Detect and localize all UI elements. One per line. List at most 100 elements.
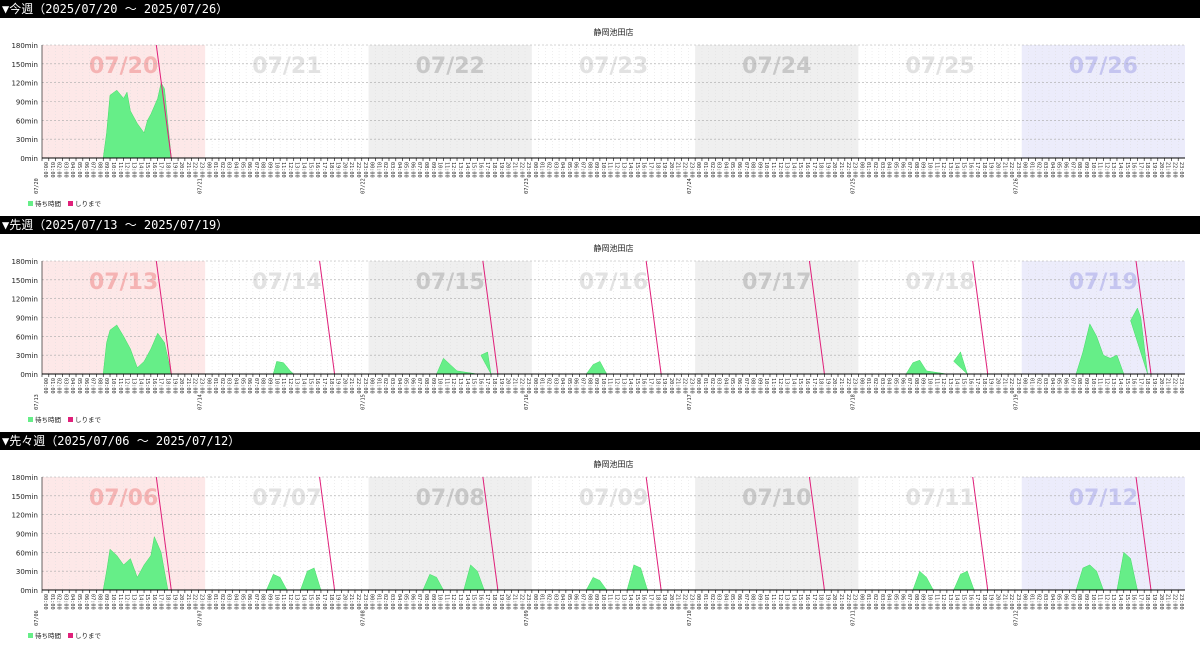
x-tick-label: 20:00 [1158,378,1164,394]
x-tick-label: 19:00 [1151,378,1157,394]
x-tick-label: 17:00 [811,378,817,394]
x-date-label: 07/20 [34,178,40,194]
x-tick-label: 20:00 [505,378,511,394]
x-tick-label: 12:00 [940,378,946,394]
x-tick-label: 18:00 [654,594,660,610]
x-tick-label: 01:00 [865,594,871,610]
x-tick-label: 23:00 [362,594,368,610]
x-tick-label: 13:00 [947,378,953,394]
x-tick-label: 22:00 [845,594,851,610]
x-tick-label: 21:00 [838,594,844,610]
x-tick-label: 03:00 [552,378,558,394]
x-tick-label: 18:00 [328,162,334,178]
x-tick-label: 02:00 [709,594,715,610]
x-date-label: 07/19 [1014,394,1020,410]
x-date-label: 07/08 [361,610,367,626]
x-tick-label: 19:00 [171,162,177,178]
x-tick-label: 14:00 [1117,378,1123,394]
x-tick-label: 03:00 [62,162,68,178]
x-tick-label: 08:00 [913,594,919,610]
x-date-label: 07/15 [361,394,367,410]
y-tick-label: 60min [16,333,38,341]
last-order-line [155,260,172,375]
x-tick-label: 04:00 [722,162,728,178]
x-tick-label: 17:00 [811,162,817,178]
x-tick-label: 03:00 [389,594,395,610]
last-order-line [1135,476,1152,591]
x-tick-label: 19:00 [988,162,994,178]
x-tick-label: 21:00 [1165,594,1171,610]
x-tick-label: 17:00 [1137,378,1143,394]
legend-label-wait-time: 待ち時間 [35,631,61,640]
wait-time-area [102,81,172,159]
x-tick-label: 15:00 [144,594,150,610]
x-tick-label: 13:00 [1110,162,1116,178]
x-date-label: 07/16 [524,394,530,410]
x-tick-label: 21:00 [675,594,681,610]
x-tick-label: 09:00 [756,162,762,178]
x-tick-label: 00:00 [532,162,538,178]
x-tick-label: 06:00 [1063,378,1069,394]
x-tick-label: 06:00 [409,378,415,394]
x-tick-label: 23:00 [1015,162,1021,178]
x-tick-label: 19:00 [335,594,341,610]
x-tick-label: 19:00 [1151,594,1157,610]
x-tick-label: 22:00 [1171,594,1177,610]
x-tick-label: 00:00 [205,594,211,610]
x-tick-label: 00:00 [369,162,375,178]
x-tick-label: 06:00 [573,378,579,394]
y-tick-label: 0min [20,371,38,379]
x-tick-label: 10:00 [600,378,606,394]
last-order-line [482,260,499,375]
x-tick-label: 03:00 [716,162,722,178]
x-tick-label: 07:00 [579,594,585,610]
x-date-label: 07/22 [361,178,367,194]
x-tick-label: 15:00 [797,594,803,610]
x-tick-label: 04:00 [722,378,728,394]
x-tick-label: 05:00 [729,594,735,610]
x-tick-label: 18:00 [164,162,170,178]
x-tick-label: 05:00 [729,162,735,178]
x-tick-label: 16:00 [641,378,647,394]
last-order-line [482,476,499,591]
x-tick-label: 07:00 [1069,162,1075,178]
x-tick-label: 09:00 [1083,594,1089,610]
x-tick-label: 19:00 [335,162,341,178]
wait-time-chart: 07/13 07/14 07/15 07/16 07/17 07/18 07/19 0min 3… [11,243,1185,424]
x-tick-label: 10:00 [1090,378,1096,394]
x-tick-label: 09:00 [920,378,926,394]
x-tick-label: 07:00 [253,162,259,178]
x-tick-label: 05:00 [1056,162,1062,178]
x-tick-label: 23:00 [362,378,368,394]
x-date-label: 07/21 [197,178,203,194]
x-tick-label: 16:00 [477,162,483,178]
x-tick-label: 14:00 [627,594,633,610]
x-tick-label: 15:00 [1124,378,1130,394]
x-tick-label: 00:00 [42,162,48,178]
last-order-line [319,260,336,375]
x-tick-label: 11:00 [607,162,613,178]
x-tick-label: 17:00 [321,594,327,610]
x-tick-label: 09:00 [103,162,109,178]
x-tick-label: 07:00 [416,162,422,178]
wait-time-area [102,535,169,591]
x-tick-label: 16:00 [1131,162,1137,178]
x-date-label: 07/09 [524,610,530,626]
x-tick-label: 22:00 [1008,162,1014,178]
x-tick-label: 11:00 [933,378,939,394]
x-tick-label: 14:00 [137,378,143,394]
x-tick-label: 06:00 [1063,162,1069,178]
x-tick-label: 03:00 [389,378,395,394]
x-tick-label: 06:00 [246,378,252,394]
x-tick-label: 11:00 [1097,162,1103,178]
x-tick-label: 06:00 [899,594,905,610]
x-tick-label: 11:00 [117,162,123,178]
x-tick-label: 07:00 [906,594,912,610]
week-header-label: ▼今週（2025/07/20 ～ 2025/07/26） [2,2,229,16]
x-tick-label: 04:00 [886,378,892,394]
x-tick-label: 04:00 [69,162,75,178]
x-tick-label: 01:00 [212,162,218,178]
y-tick-label: 30min [16,352,38,360]
x-tick-label: 08:00 [750,378,756,394]
wait-time-chart: 07/06 07/07 07/08 07/09 07/10 07/11 07/12 0min 3… [11,459,1185,640]
